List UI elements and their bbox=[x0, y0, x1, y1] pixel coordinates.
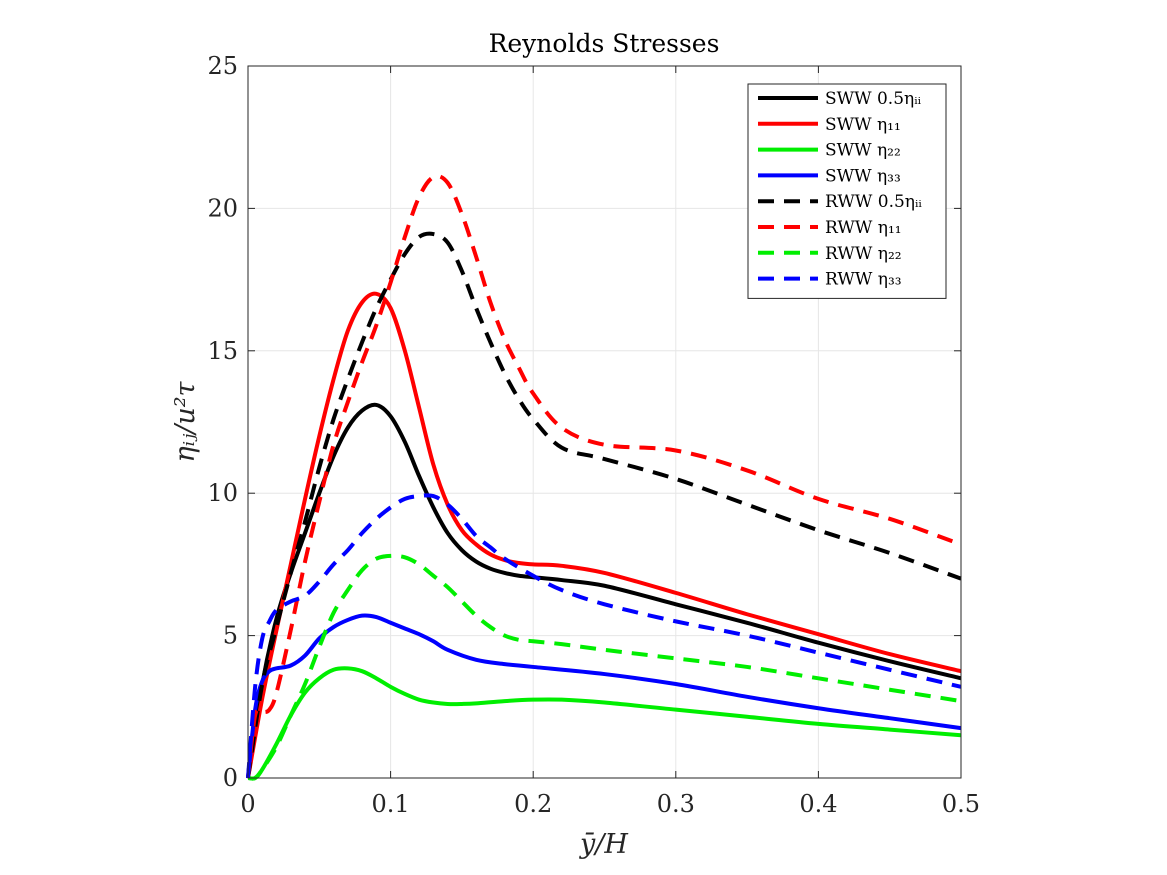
y-tick-label: 25 bbox=[207, 52, 238, 80]
chart-title: Reynolds Stresses bbox=[489, 29, 720, 58]
series-line-2 bbox=[246, 291, 962, 779]
legend-label: RWW η₁₁ bbox=[825, 218, 902, 238]
legend-label: RWW η₂₂ bbox=[825, 244, 902, 264]
y-tick-label: 5 bbox=[223, 622, 238, 650]
legend: SWW 0.5ηᵢᵢ SWW η₁₁ SWW η₂₂ SWW η₃₃ RWW 0.5ηᵢ… bbox=[747, 83, 947, 299]
series-line-4 bbox=[246, 613, 962, 779]
axes-box bbox=[247, 65, 962, 779]
x-tick-label: 0 bbox=[240, 790, 255, 818]
legend-label: SWW η₂₂ bbox=[825, 141, 901, 161]
series-line-5 bbox=[246, 231, 962, 779]
legend-label: RWW η₃₃ bbox=[825, 270, 902, 290]
series-line-7 bbox=[247, 553, 962, 781]
x-tick-label: 0.4 bbox=[799, 790, 837, 818]
legend-label: SWW η₃₃ bbox=[825, 166, 901, 186]
x-tick-label: 0.2 bbox=[514, 790, 552, 818]
series-line-1 bbox=[246, 402, 962, 779]
legend-box bbox=[747, 83, 947, 299]
x-tick-label: 0.1 bbox=[372, 790, 410, 818]
x-axis-label: ȳ/H bbox=[579, 829, 628, 860]
y-tick-label: 20 bbox=[207, 194, 238, 222]
x-tick-label: 0.5 bbox=[942, 790, 980, 818]
y-tick-label: 0 bbox=[223, 764, 238, 792]
y-axis-label: ηᵢⱼ/u²τ bbox=[170, 380, 201, 462]
series-line-8 bbox=[246, 493, 962, 779]
series-line-6 bbox=[246, 174, 962, 779]
x-tick-label: 0.3 bbox=[657, 790, 695, 818]
axis-ticks: 0 0.1 0.2 0.3 0.4 0.5 0 5 10 15 20 25 bbox=[207, 52, 980, 818]
y-tick-label: 10 bbox=[207, 479, 238, 507]
legend-label: SWW η₁₁ bbox=[825, 115, 901, 135]
legend-label: SWW 0.5ηᵢᵢ bbox=[825, 89, 922, 109]
series-layer bbox=[246, 174, 962, 781]
legend-label: RWW 0.5ηᵢᵢ bbox=[825, 192, 922, 212]
y-tick-label: 15 bbox=[207, 337, 238, 365]
